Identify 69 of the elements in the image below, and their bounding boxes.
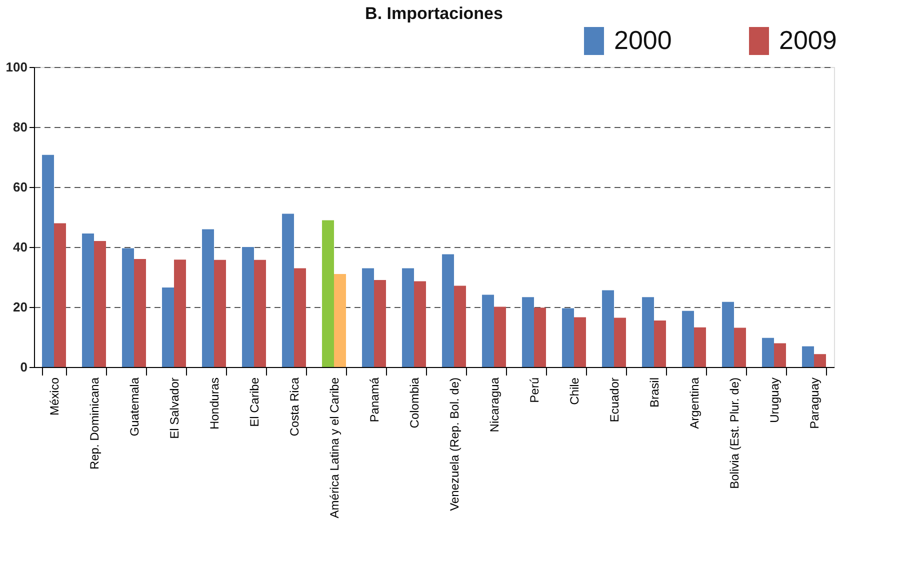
x-tick-label: Costa Rica	[288, 377, 302, 436]
x-tick-label: Guatemala	[128, 377, 142, 436]
x-tick-label: Bolivia (Est. Plur. de)	[728, 377, 742, 489]
bar	[494, 306, 506, 367]
bar	[442, 254, 454, 367]
bar	[402, 268, 414, 367]
bar	[722, 302, 734, 367]
bar	[202, 229, 214, 367]
legend-label: 2000	[614, 25, 672, 55]
bar	[94, 241, 106, 367]
bar	[454, 286, 466, 367]
bar	[162, 288, 174, 367]
bar	[642, 297, 654, 367]
bar	[254, 260, 266, 367]
bar	[214, 260, 226, 367]
bar	[654, 320, 666, 367]
bar	[682, 310, 694, 367]
bar	[602, 290, 614, 367]
x-tick-label: Uruguay	[768, 378, 782, 423]
bar	[134, 259, 146, 367]
x-tick-label: El Caribe	[248, 377, 262, 427]
y-tick-label: 20	[13, 300, 28, 314]
bar	[762, 338, 774, 367]
x-tick-label: Ecuador	[608, 378, 622, 422]
x-tick-label: Panamá	[368, 377, 382, 422]
bar	[242, 247, 254, 367]
y-tick-label: 40	[13, 240, 28, 254]
y-tick-label: 0	[20, 360, 28, 374]
y-tick-label: 100	[6, 60, 28, 74]
bar	[374, 280, 386, 367]
bar	[574, 317, 586, 367]
x-tick-label: Perú	[528, 378, 542, 403]
bar	[294, 268, 306, 367]
bar	[694, 327, 706, 367]
x-tick-label: Paraguay	[808, 378, 822, 429]
bar	[482, 294, 494, 367]
x-tick-label: Argentina	[688, 377, 702, 429]
bar	[614, 318, 626, 367]
bar	[362, 268, 374, 367]
bar	[734, 328, 746, 367]
x-tick-label: El Salvador	[168, 378, 182, 439]
bar	[802, 346, 814, 367]
bar	[534, 308, 546, 367]
bar	[54, 223, 66, 367]
x-tick-label: Colombia	[408, 377, 422, 428]
bar	[322, 220, 334, 367]
legend-label: 2009	[779, 25, 837, 55]
bar	[562, 308, 574, 367]
bar	[334, 274, 346, 367]
x-tick-label: Nicaragua	[488, 377, 502, 432]
bar	[774, 343, 786, 367]
x-tick-label: México	[48, 377, 62, 416]
bar	[282, 214, 294, 367]
x-tick-label: Chile	[568, 377, 582, 405]
bar	[414, 281, 426, 367]
bar	[122, 248, 134, 367]
bar	[174, 260, 186, 367]
chart-title: B. Importaciones	[365, 4, 503, 23]
bar	[522, 297, 534, 367]
y-tick-label: 60	[13, 180, 28, 194]
bar	[42, 154, 54, 367]
x-tick-label: Rep. Dominicana	[88, 377, 102, 470]
y-tick-label: 80	[13, 120, 28, 134]
x-tick-label: Venezuela (Rep. Bol. de)	[448, 378, 462, 511]
x-tick-label: Honduras	[208, 378, 222, 430]
bar	[82, 234, 94, 367]
bar	[814, 354, 826, 367]
x-tick-label: América Latina y el Caribe	[328, 377, 342, 518]
x-tick-label: Brasil	[648, 378, 662, 408]
